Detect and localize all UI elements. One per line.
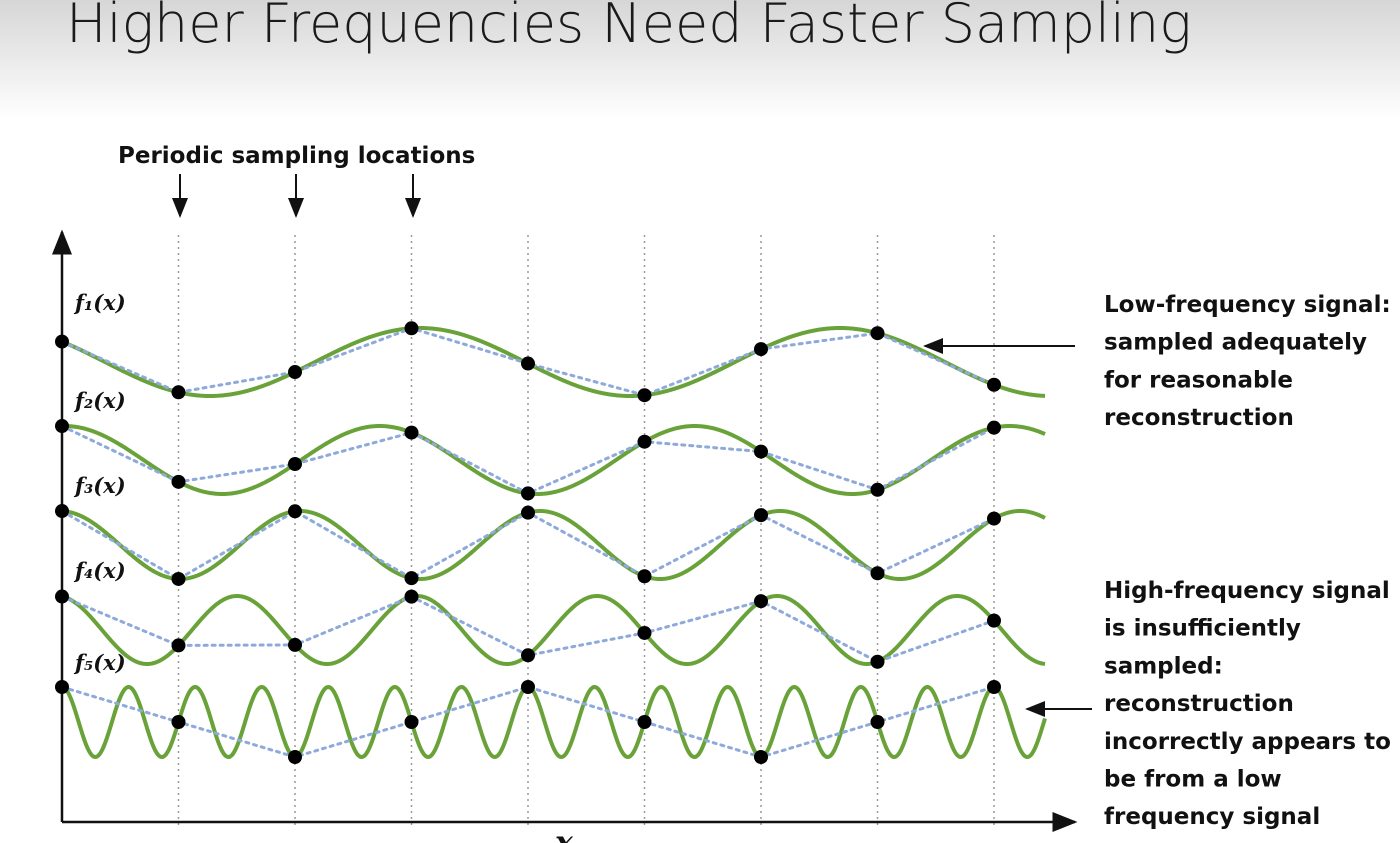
- sample-dot: [404, 321, 419, 336]
- sample-dot: [521, 356, 535, 371]
- sample-dot: [987, 420, 1001, 435]
- sample-dot: [521, 486, 535, 501]
- annotation-line: reconstruction: [1104, 691, 1294, 717]
- sample-dot: [171, 385, 186, 400]
- sample-dot: [870, 566, 885, 581]
- sample-dot: [870, 326, 885, 341]
- sample-dot: [754, 444, 768, 459]
- annotation-line: reconstruction: [1104, 405, 1294, 431]
- sample-dot: [754, 750, 768, 764]
- annotation-line: High-frequency signal: [1104, 578, 1390, 604]
- annotation-line: frequency signal: [1104, 804, 1320, 830]
- sample-dot: [55, 419, 69, 434]
- x-axis-label: x: [554, 825, 574, 843]
- sample-dot: [870, 482, 885, 497]
- annotations: Low-frequency signal: sampled adequately f…: [1104, 292, 1391, 830]
- signal-curve: [61, 508, 1046, 582]
- curves: f₁(x) f₂(x) f₃(x) f₄(x) f₅(x): [55, 290, 1047, 764]
- sample-dot: [404, 715, 419, 729]
- annotation-line: Low-frequency signal:: [1104, 292, 1391, 318]
- function-label: f₃(x): [73, 473, 126, 498]
- function-label: f₂(x): [73, 388, 126, 413]
- sample-dot: [870, 654, 885, 669]
- annotation-line: is insufficiently: [1104, 616, 1301, 642]
- annotation-line: be from a low: [1104, 767, 1282, 793]
- signal-curve: [61, 326, 1046, 398]
- sample-dot: [404, 425, 419, 440]
- signal-curve: [61, 684, 1047, 760]
- sample-dot: [521, 505, 535, 520]
- sample-dot: [987, 511, 1001, 526]
- sample-dot: [754, 342, 768, 357]
- sample-dot: [288, 457, 302, 472]
- annotation-line: sampled adequately: [1104, 330, 1367, 356]
- sampling-arrows: [172, 174, 421, 218]
- sample-dot: [171, 474, 186, 489]
- sample-dot: [55, 334, 69, 349]
- sample-dot: [288, 504, 302, 519]
- sample-dot: [987, 377, 1001, 392]
- sample-dot: [171, 571, 186, 586]
- header-bg: [0, 0, 1400, 120]
- sample-dot: [404, 571, 419, 586]
- sample-dot: [987, 680, 1001, 694]
- annotation-line: sampled:: [1104, 653, 1223, 679]
- sample-dot: [55, 589, 69, 604]
- sample-dot: [55, 680, 69, 694]
- signal-curve: [61, 424, 1046, 496]
- title: Higher Frequencies Need Faster Sampling: [66, 0, 1192, 55]
- annotation-line: for reasonable: [1104, 367, 1293, 393]
- sample-dot: [637, 569, 652, 584]
- reconstruction: [60, 424, 996, 496]
- sample-dot: [637, 434, 652, 449]
- sample-dot: [637, 388, 652, 403]
- axes: [52, 229, 1078, 832]
- sample-dot: [637, 715, 652, 729]
- sample-dot: [870, 715, 885, 729]
- sample-dot: [171, 715, 186, 729]
- sample-dot: [55, 504, 69, 519]
- annotation-arrows: [923, 338, 1092, 717]
- annotation-line: incorrectly appears to: [1104, 729, 1391, 755]
- sample-dot: [521, 648, 535, 663]
- sample-dot: [754, 594, 768, 609]
- function-label: f₅(x): [73, 650, 126, 675]
- sample-dot: [288, 365, 302, 380]
- sample-dot: [521, 680, 535, 694]
- sample-dot: [288, 750, 302, 764]
- sample-dot: [288, 637, 302, 652]
- sample-dot: [637, 625, 652, 640]
- function-label: f₄(x): [73, 558, 126, 583]
- function-label: f₁(x): [73, 290, 126, 315]
- reconstruction: [60, 509, 996, 581]
- sample-dot: [404, 589, 419, 604]
- sample-dot: [171, 638, 186, 653]
- sampling-label: Periodic sampling locations: [118, 143, 475, 169]
- sample-dot: [754, 508, 768, 523]
- sample-dot: [987, 613, 1001, 628]
